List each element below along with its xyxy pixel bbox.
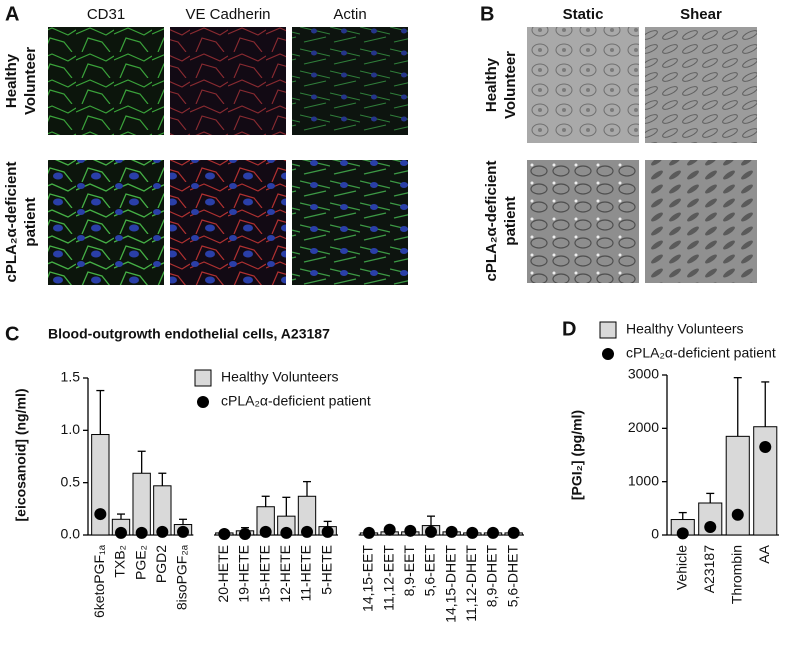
patient-dot bbox=[425, 525, 437, 538]
patient-dot bbox=[177, 525, 189, 538]
y-axis-label: [PGI₂] (pg/ml) bbox=[569, 410, 585, 500]
bar bbox=[725, 435, 750, 536]
x-tick-label: Thrombin bbox=[728, 545, 744, 604]
x-tick-label: 11,12-DHET bbox=[463, 545, 479, 622]
row-label: patient bbox=[502, 196, 519, 245]
patient-dot bbox=[94, 508, 107, 521]
image bbox=[645, 160, 757, 283]
x-tick-label: Vehicle bbox=[673, 545, 689, 590]
patient-dot bbox=[445, 525, 458, 538]
y-tick-label: 2000 bbox=[628, 419, 659, 435]
legend-label: cPLA₂α-deficient patient bbox=[626, 345, 776, 361]
chart-title: Blood-outgrowth endothelial cells, A2318… bbox=[48, 326, 330, 342]
x-tick-label: 14,15-EET bbox=[360, 545, 376, 612]
legend-marker bbox=[599, 321, 617, 339]
y-tick-label: 1.5 bbox=[61, 369, 81, 385]
x-tick-label: AA bbox=[756, 544, 772, 563]
bar bbox=[91, 434, 110, 536]
x-tick-label: 14,15-DHET bbox=[442, 545, 458, 623]
row-label: Volunteer bbox=[502, 51, 519, 119]
patient-dot bbox=[507, 526, 520, 539]
legend-marker bbox=[602, 348, 614, 360]
panel-label: A bbox=[5, 3, 19, 25]
row-label: patient bbox=[22, 197, 39, 246]
bar bbox=[753, 426, 778, 536]
image bbox=[48, 27, 164, 135]
image bbox=[527, 27, 639, 143]
patient-dot bbox=[239, 527, 251, 540]
y-tick-label: 3000 bbox=[628, 366, 659, 382]
patient-dot bbox=[135, 526, 148, 539]
y-tick-label: 1.0 bbox=[61, 421, 81, 437]
panel-label: C bbox=[5, 323, 19, 345]
image bbox=[170, 27, 286, 135]
x-tick-label: PGD2 bbox=[153, 545, 169, 583]
patient-dot bbox=[156, 525, 169, 538]
x-tick-label: PGE₂ bbox=[132, 545, 148, 580]
patient-dot bbox=[280, 526, 293, 539]
x-tick-label: TXB₂ bbox=[112, 545, 128, 578]
x-tick-label: A23187 bbox=[701, 545, 717, 593]
patient-dot bbox=[731, 508, 744, 521]
legend-label: Healthy Volunteers bbox=[221, 369, 339, 385]
panel-label: D bbox=[562, 318, 576, 340]
row-label: Healthy bbox=[483, 57, 500, 112]
microscopy-images bbox=[48, 27, 757, 285]
x-tick-label: 5,6-DHET bbox=[504, 545, 520, 608]
patient-dot bbox=[466, 526, 479, 539]
patient-dot bbox=[321, 525, 334, 538]
y-tick-label: 0 bbox=[651, 526, 659, 542]
x-tick-label: 11,12-EET bbox=[380, 545, 396, 611]
patient-dot bbox=[301, 525, 313, 538]
image bbox=[527, 160, 639, 283]
x-tick-label: 19-HETE bbox=[236, 545, 252, 603]
x-tick-label: 12-HETE bbox=[277, 545, 293, 603]
image bbox=[170, 160, 286, 285]
patient-dot bbox=[487, 526, 499, 539]
x-tick-label: 8,9-DHET bbox=[484, 545, 500, 608]
x-tick-label: 6ketoPGF₁ₐ bbox=[91, 544, 107, 618]
x-tick-label: 5-HETE bbox=[318, 545, 334, 595]
patient-dot bbox=[115, 526, 127, 539]
column-header: Static bbox=[563, 6, 604, 23]
row-label: cPLA₂α-deficient bbox=[3, 162, 20, 283]
legend-marker bbox=[194, 369, 212, 387]
patient-dot bbox=[404, 524, 417, 537]
column-header: VE Cadherin bbox=[185, 6, 270, 23]
patient-dot bbox=[704, 521, 717, 533]
column-header: CD31 bbox=[87, 6, 125, 23]
x-tick-label: 20-HETE bbox=[215, 545, 231, 603]
y-tick-label: 0.0 bbox=[61, 526, 81, 542]
x-tick-label: 8,9-EET bbox=[401, 545, 417, 597]
x-tick-label: 5,6-EET bbox=[422, 545, 438, 597]
x-tick-label: 8isoPGF₂ₐ bbox=[174, 544, 190, 610]
image bbox=[48, 160, 164, 285]
legend-label: cPLA₂α-deficient patient bbox=[221, 393, 371, 409]
row-label: cPLA₂α-deficient bbox=[483, 161, 500, 282]
row-label: Volunteer bbox=[22, 47, 39, 115]
row-label: Healthy bbox=[3, 53, 20, 108]
y-tick-label: 1000 bbox=[628, 472, 659, 488]
x-tick-label: 11-HETE bbox=[298, 545, 314, 602]
patient-dot bbox=[259, 525, 272, 538]
y-axis-label: [eicosanoid] (ng/ml) bbox=[13, 389, 29, 522]
panel-label: B bbox=[480, 3, 494, 25]
legend-marker bbox=[197, 396, 209, 408]
column-header: Actin bbox=[333, 6, 366, 23]
patient-dot bbox=[383, 523, 396, 536]
patient-dot bbox=[218, 527, 231, 540]
image bbox=[292, 160, 408, 285]
legend-label: Healthy Volunteers bbox=[626, 321, 744, 337]
patient-dot bbox=[363, 526, 375, 539]
column-header: Shear bbox=[680, 6, 722, 23]
patient-dot bbox=[759, 441, 772, 453]
x-tick-label: 15-HETE bbox=[256, 545, 272, 603]
image bbox=[292, 27, 408, 135]
bar bbox=[132, 472, 151, 536]
patient-dot bbox=[676, 527, 689, 540]
y-tick-label: 0.5 bbox=[61, 473, 81, 489]
image bbox=[645, 27, 757, 143]
